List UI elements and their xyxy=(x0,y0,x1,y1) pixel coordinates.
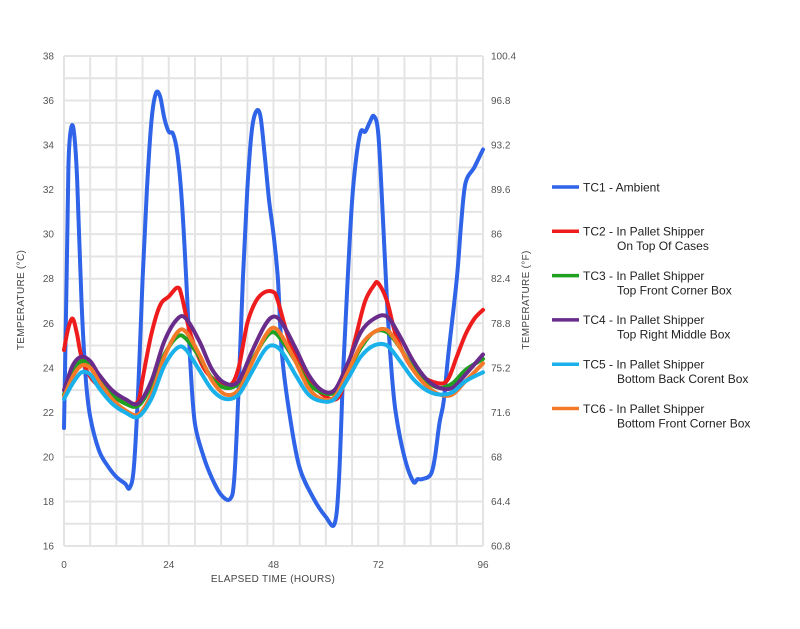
grid xyxy=(63,55,484,547)
left-tick-label: 28 xyxy=(43,274,55,285)
x-tick-label: 72 xyxy=(373,560,385,571)
right-tick-label: 64.4 xyxy=(491,497,511,508)
legend-sublabel-tc3: Top Front Corner Box xyxy=(617,283,732,297)
x-tick-label: 24 xyxy=(163,560,175,571)
x-tick-label: 0 xyxy=(61,560,67,571)
right-tick-label: 68 xyxy=(491,452,503,463)
legend-label-tc4: TC4 - In Pallet Shipper xyxy=(583,313,704,327)
legend-sublabel-tc4: Top Right Middle Box xyxy=(617,328,730,342)
right-tick-label: 100.4 xyxy=(491,52,516,63)
right-tick-label: 78.8 xyxy=(491,319,511,330)
x-tick-label: 48 xyxy=(268,560,280,571)
right-tick-label: 71.6 xyxy=(491,408,511,419)
series-line-tc1 xyxy=(62,89,485,528)
series-line-tc5 xyxy=(62,341,485,420)
left-tick-label: 20 xyxy=(43,452,55,463)
left-tick-label: 34 xyxy=(43,141,55,152)
x-tick-label: 96 xyxy=(477,560,489,571)
legend-sublabel-tc6: Bottom Front Corner Box xyxy=(617,416,750,430)
legend-label-tc6: TC6 - In Pallet Shipper xyxy=(583,402,704,416)
x-axis-label: ELAPSED TIME (HOURS) xyxy=(211,574,335,585)
left-tick-label: 18 xyxy=(43,497,55,508)
left-tick-label: 22 xyxy=(43,408,55,419)
left-tick-label: 38 xyxy=(43,52,55,63)
left-tick-label: 32 xyxy=(43,185,55,196)
legend-label-tc3: TC3 - In Pallet Shipper xyxy=(583,269,704,283)
legend-sublabel-tc2: On Top Of Cases xyxy=(617,239,709,253)
right-tick-label: 82.4 xyxy=(491,274,511,285)
left-tick-label: 26 xyxy=(43,319,55,330)
right-y-axis-label: TEMPERATURE (°F) xyxy=(521,250,532,349)
right-tick-label: 86 xyxy=(491,230,503,241)
right-tick-label: 96.8 xyxy=(491,96,511,107)
left-y-axis-label: TEMPERATURE (°C) xyxy=(16,250,27,350)
left-tick-label: 30 xyxy=(43,230,55,241)
legend-label-tc1: TC1 - Ambient xyxy=(583,180,660,194)
series-lines xyxy=(62,89,485,528)
left-tick-label: 36 xyxy=(43,96,55,107)
right-tick-label: 75.2 xyxy=(491,363,511,374)
legend-sublabel-tc5: Bottom Back Corent Box xyxy=(617,372,748,386)
series-line-tc6 xyxy=(62,325,485,418)
left-tick-label: 24 xyxy=(43,363,55,374)
legend-label-tc5: TC5 - In Pallet Shipper xyxy=(583,358,704,372)
x-axis-ticks: 0 24 48 72 96 xyxy=(61,560,489,571)
right-tick-label: 93.2 xyxy=(491,141,511,152)
left-axis-ticks: 16 18 20 22 24 26 28 30 32 34 36 38 xyxy=(43,52,55,553)
left-tick-label: 16 xyxy=(43,542,55,553)
series-line-tc4 xyxy=(62,313,485,407)
right-axis-ticks: 60.8 64.4 68 71.6 75.2 78.8 82.4 86 89.6 93.2 96.8… xyxy=(491,52,516,553)
legend-label-tc2: TC2 - In Pallet Shipper xyxy=(583,225,704,239)
right-tick-label: 60.8 xyxy=(491,542,511,553)
right-tick-label: 89.6 xyxy=(491,185,511,196)
